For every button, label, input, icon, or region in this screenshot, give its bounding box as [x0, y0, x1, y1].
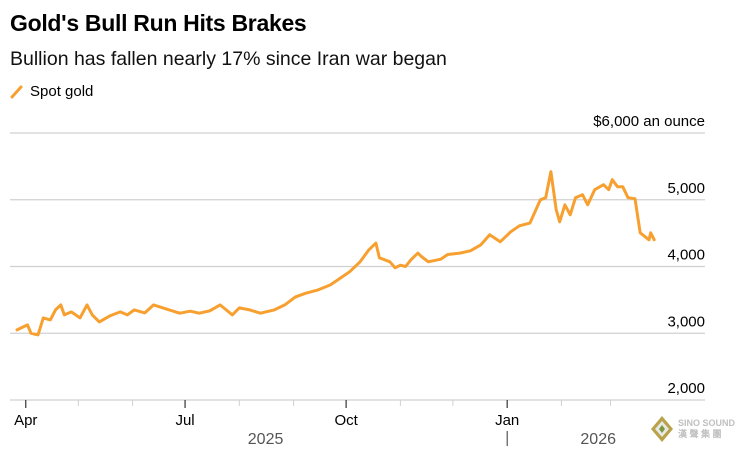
- watermark-logo: SINO SOUND 漢 聲 集 團: [650, 415, 735, 443]
- watermark-text: SINO SOUND: [678, 418, 736, 428]
- year-label: 2025: [248, 431, 284, 448]
- legend-label: Spot gold: [30, 83, 94, 100]
- x-tick-label: Jul: [175, 412, 194, 429]
- legend: Spot gold: [10, 83, 93, 100]
- diamond-logo-icon: [651, 416, 673, 442]
- chart-subtitle: Bullion has fallen nearly 17% since Iran…: [10, 48, 447, 70]
- x-tick-label: Jan: [495, 412, 519, 429]
- x-tick-label: Oct: [334, 412, 358, 429]
- series-line-spot-gold: [15, 170, 656, 337]
- year-label: 2026: [580, 431, 616, 448]
- watermark-text-cn: 漢 聲 集 團: [678, 429, 722, 439]
- y-tick-label: 2,000: [667, 380, 705, 397]
- chart-title: Gold's Bull Run Hits Brakes: [10, 10, 307, 36]
- y-tick-label: $6,000 an ounce: [593, 113, 705, 130]
- y-tick-label: 4,000: [667, 247, 705, 264]
- legend-swatch-icon: [10, 85, 23, 98]
- x-tick-label: Apr: [14, 412, 37, 429]
- y-tick-label: 3,000: [667, 313, 705, 330]
- y-tick-label: 5,000: [667, 180, 705, 197]
